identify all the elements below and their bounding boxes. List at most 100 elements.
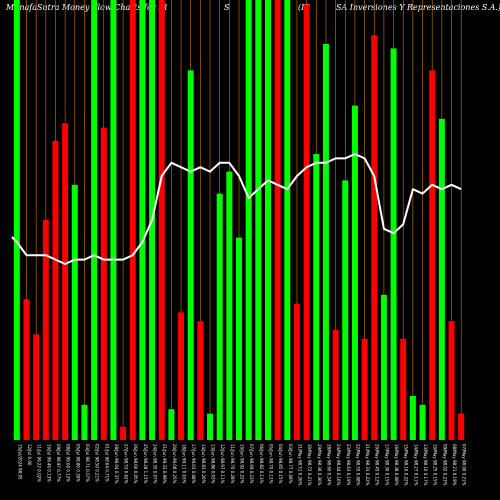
x-tick-label: 25/Jun 98.28 1.15% [143, 444, 148, 484]
bar [303, 4, 310, 441]
x-tick-label: 14/May 98.27 0.11% [413, 444, 418, 486]
x-tick-label: 21/May 98.33 0.22% [365, 444, 370, 486]
bar [332, 330, 339, 440]
x-tick-label: 13/Jun 98.86 0.03% [211, 444, 216, 484]
x-tick-label: 07/May 98.00 0.21% [462, 444, 467, 486]
x-tick-label: 04/Jun 98.85 0.15% [278, 444, 283, 484]
x-tick-label: 28/May 98.60 0.24% [326, 444, 331, 486]
bar [390, 48, 397, 441]
bar [91, 0, 98, 440]
bar [100, 127, 107, 440]
bar [168, 409, 175, 440]
bar-series [13, 0, 465, 441]
bar [351, 105, 358, 440]
bar [81, 404, 88, 440]
bar [380, 294, 387, 440]
bar [62, 123, 69, 440]
bar [71, 184, 78, 440]
x-tick-label: 20/May 98.45 0.12% [375, 444, 380, 486]
x-tick-label: 08/May 98.21 0.19% [452, 444, 457, 486]
x-tick-label: 14/Jun 98.83 0.20% [201, 444, 206, 484]
x-tick-label: 06/Jun 98.82 0.13% [259, 444, 264, 484]
x-tick-label: 12/Jun 98.97 0.11% [220, 444, 225, 484]
x-tick-label: 26/Jun 98.60 0.05% [133, 444, 138, 484]
bar [264, 0, 271, 440]
x-tick-label: 20/Jun 99.08 0.25% [172, 444, 177, 484]
x-tick-label: 13/May 98.10 0.17% [423, 444, 428, 486]
x-axis-ticks: 15/Jul/2024 98.95 12/Jul 0.00 11/Jul 99.22… [17, 444, 466, 486]
bar [197, 321, 204, 440]
bar [33, 334, 40, 440]
x-tick-label: 30/May 98.72 0.21% [307, 444, 312, 486]
bar [129, 0, 136, 440]
x-tick-label: 05/Jul 98.80 0.30% [75, 444, 80, 482]
title-part-1: MunafaSutra Money Flow Charts for IR [6, 3, 168, 12]
x-tick-label: 03/Jun 98.77 0.08% [288, 444, 293, 484]
x-tick-label: 10/May 98.25 0.15% [433, 444, 438, 486]
x-tick-label: 31/May 98.51 0.26% [297, 444, 302, 486]
x-tick-label: 29/May 98.36 0.36% [317, 444, 322, 486]
x-tick-label: 21/Jun 99.33 0.99% [162, 444, 167, 484]
bar [120, 426, 127, 440]
bar [255, 0, 262, 440]
bar [409, 396, 416, 440]
bar [216, 193, 223, 440]
x-tick-label: 09/May 98.02 0.23% [442, 444, 447, 486]
bar [361, 338, 368, 440]
x-tick-label: 15/Jul/2024 98.95 [17, 444, 22, 480]
bar [178, 312, 185, 440]
x-tick-label: 15/May 98.16 0.22% [404, 444, 409, 486]
x-tick-label: 23/May 98.63 0.19% [346, 444, 351, 486]
bar [429, 70, 436, 441]
x-tick-label: 11/Jun 98.70 0.28% [230, 444, 235, 484]
bar [245, 0, 252, 440]
title-part-2: S [224, 3, 230, 12]
bar [13, 0, 20, 440]
x-tick-label: 17/Jun 99.03 0.08% [191, 444, 196, 484]
x-tick-label: 02/Jul 98.50 0.21% [95, 444, 100, 482]
bar [23, 299, 30, 440]
bar [284, 0, 291, 440]
bar [110, 0, 117, 440]
x-tick-label: 22/May 98.55 0.08% [355, 444, 360, 486]
x-tick-label: 18/Jun 99.11 0.03% [182, 444, 187, 484]
bar [342, 180, 349, 440]
x-tick-label: 27/Jun 98.53 0.62% [124, 444, 129, 484]
line-series [11, 153, 462, 265]
bar [52, 140, 59, 441]
bar [226, 171, 233, 440]
bar [438, 118, 445, 441]
bar [187, 70, 194, 441]
bar [448, 321, 455, 440]
x-tick-label: 10/Jul 99.46 0.13% [46, 444, 51, 482]
bar [458, 413, 465, 440]
bar [371, 35, 378, 440]
x-tick-label: 11/Jul 99.22 0.02% [37, 444, 42, 482]
money-flow-line [11, 153, 462, 265]
bar [322, 44, 329, 440]
bar [400, 338, 407, 440]
x-tick-label: 05/Jun 98.70 0.12% [268, 444, 273, 484]
x-tick-label: 01/Jul 98.64 0.71% [104, 444, 109, 482]
x-tick-label: 03/Jul 98.71 0.07% [85, 444, 90, 482]
bar [293, 303, 300, 440]
bar [158, 0, 165, 440]
x-tick-label: 09/Jul 98.97 0.77% [56, 444, 61, 482]
bar [139, 0, 146, 440]
x-tick-label: 28/Jun 98.04 0.37% [114, 444, 119, 484]
x-tick-label: 24/May 98.44 0.16% [336, 444, 341, 486]
x-tick-label: 17/May 98.30 0.15% [384, 444, 389, 486]
bar [313, 154, 320, 440]
x-tick-label: 24/Jun 98.35 0.07% [153, 444, 158, 484]
bar [236, 237, 242, 440]
bar [274, 0, 281, 440]
title-part-4: SA Inversiones Y Representaciones S.A.) [336, 3, 500, 12]
x-tick-label: 12/Jul 0.00 [27, 444, 32, 466]
bar [207, 413, 214, 440]
bar [419, 404, 426, 440]
x-tick-label: 10/Jun 98.92 0.22% [240, 444, 245, 484]
x-tick-label: 07/Jun 98.69 0.23% [249, 444, 254, 484]
bar [42, 220, 49, 440]
x-tick-label: 16/May 98.38 0.08% [394, 444, 399, 486]
